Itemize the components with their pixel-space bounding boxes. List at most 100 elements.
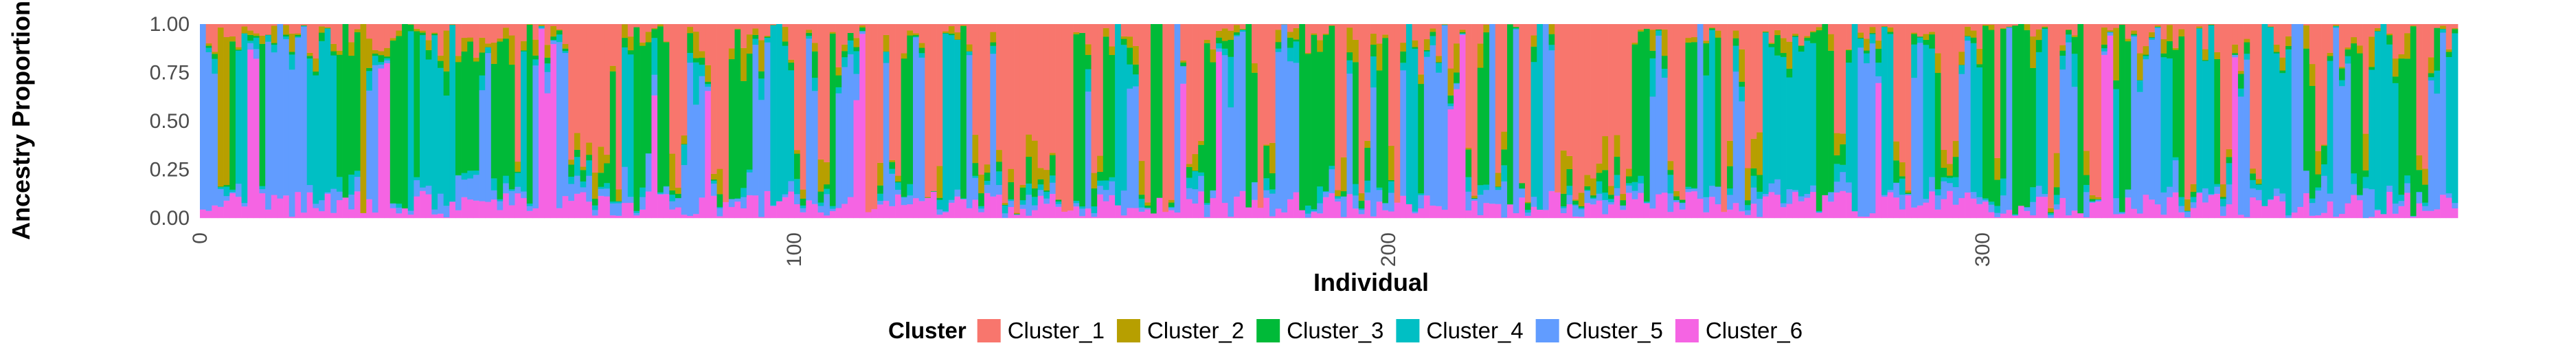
legend-swatch-cluster-2 [1116,319,1140,342]
bar-segment-128-cluster-5 [954,189,961,197]
bar-segment-377-cluster-1 [2434,24,2441,28]
bar-segment-23-cluster-5 [330,188,337,213]
bar-segment-49-cluster-4 [485,47,492,54]
bar-segment-152-cluster-5 [1097,185,1104,195]
bar-segment-280-cluster-3 [1857,37,1864,39]
bar-segment-53-cluster-1 [508,24,515,36]
bar-segment-309-cluster-5 [2030,201,2037,216]
bar-segment-326-cluster-4 [2131,35,2138,37]
bar-segment-109-cluster-2 [841,44,848,52]
bar-segment-174-cluster-3 [1228,39,1234,57]
bar-segment-128-cluster-4 [954,39,961,190]
bar-segment-173-cluster-4 [1221,48,1228,56]
bar-segment-242-cluster-3 [1631,44,1638,182]
bar-segment-248-cluster-2 [1667,161,1674,171]
bar-segment-154-cluster-3 [1109,54,1116,177]
bar-segment-168-cluster-6 [1192,203,1199,219]
bar-segment-238-cluster-6 [1608,204,1615,219]
bar-segment-321-cluster-1 [2101,24,2108,28]
bar-segment-33-cluster-6 [389,208,396,219]
bar-segment-47-cluster-2 [473,57,479,62]
bar-segment-111-cluster-4 [853,51,860,74]
bar-segment-34-cluster-3 [396,36,403,204]
bar-segment-211-cluster-5 [1447,106,1454,110]
bar-segment-222-cluster-2 [1513,26,1519,28]
bar-segment-265-cluster-5 [1768,183,1775,193]
bar-segment-332-cluster-6 [2167,197,2173,219]
bar-segment-359-cluster-2 [2327,52,2334,56]
bar-segment-78-cluster-5 [657,193,664,195]
bar-segment-351-cluster-5 [2279,193,2286,201]
bar-segment-260-cluster-1 [1739,24,1745,50]
bar-segment-3-cluster-1 [212,24,218,52]
bar-segment-29-cluster-3 [366,67,373,72]
bar-segment-311-cluster-2 [2042,26,2048,28]
bar-segment-236-cluster-2 [1596,163,1603,173]
bar-segment-149-cluster-1 [1079,24,1086,33]
bar-segment-325-cluster-1 [2125,24,2132,39]
bar-segment-263-cluster-4 [1756,191,1763,199]
bar-segment-98-cluster-4 [776,24,783,201]
bar-segment-350-cluster-2 [2273,44,2280,52]
bar-segment-255-cluster-1 [1709,24,1716,28]
bar-segment-337-cluster-6 [2196,193,2203,219]
bar-segment-78-cluster-3 [657,26,664,193]
bar-segment-188-cluster-2 [1311,33,1318,35]
bar-segment-85-cluster-5 [699,76,705,198]
bar-segment-371-cluster-5 [2398,201,2405,206]
bar-segment-302-cluster-4 [1988,201,1995,205]
bar-segment-269-cluster-5 [1792,190,1799,193]
bar-segment-45-cluster-6 [461,197,468,219]
bar-segment-259-cluster-5 [1732,71,1739,204]
bar-segment-281-cluster-4 [1864,53,1870,63]
bar-segment-228-cluster-5 [1548,50,1555,191]
bar-segment-292-cluster-3 [1929,34,1936,49]
bar-segment-344-cluster-1 [2237,24,2244,72]
bar-segment-52-cluster-3 [503,39,510,176]
bar-segment-95-cluster-3 [758,71,765,79]
bar-segment-342-cluster-6 [2226,204,2233,219]
bar-segment-157-cluster-4 [1127,64,1133,89]
bar-segment-47-cluster-5 [473,175,479,201]
bar-segment-201-cluster-3 [1388,179,1394,182]
bar-segment-207-cluster-1 [1423,24,1430,40]
bar-segment-329-cluster-6 [2149,199,2156,219]
bar-segment-152-cluster-2 [1097,155,1104,173]
bar-segment-365-cluster-2 [2362,133,2369,171]
x-tick-label: 300 [1971,232,1994,267]
bar-segment-92-cluster-5 [741,197,747,209]
bar-segment-186-cluster-3 [1299,24,1306,210]
bar-segment-293-cluster-4 [1934,189,1941,196]
bar-segment-19-cluster-4 [306,58,313,186]
bar-segment-344-cluster-6 [2237,215,2244,219]
bar-segment-33-cluster-2 [389,38,396,41]
bar-segment-248-cluster-1 [1667,24,1674,162]
bar-segment-78-cluster-2 [657,24,664,27]
bar-segment-301-cluster-1 [1982,24,1989,25]
bar-segment-21-cluster-6 [319,210,325,219]
bar-segment-359-cluster-1 [2327,24,2334,53]
bar-segment-138-cluster-1 [1014,24,1021,213]
bar-segment-275-cluster-6 [1828,201,1835,219]
bar-segment-40-cluster-1 [431,24,438,33]
bar-segment-372-cluster-4 [2404,175,2411,184]
bar-segment-291-cluster-4 [1923,45,1930,199]
bar-segment-270-cluster-4 [1798,51,1805,197]
bar-segment-143-cluster-5 [1043,198,1050,204]
bar-segment-8-cluster-2 [241,26,248,34]
bar-segment-30-cluster-6 [372,212,379,219]
bar-segment-97-cluster-1 [770,24,777,25]
bar-segment-84-cluster-4 [692,62,699,105]
bar-segment-292-cluster-6 [1929,191,1936,219]
bar-segment-350-cluster-6 [2273,195,2280,219]
bar-segment-103-cluster-6 [806,200,813,219]
bar-segment-375-cluster-6 [2422,210,2429,219]
bar-segment-175-cluster-1 [1234,24,1241,25]
bar-segment-67-cluster-4 [591,205,598,210]
bar-segment-2-cluster-6 [205,210,212,219]
bar-segment-40-cluster-6 [431,214,438,219]
bar-segment-70-cluster-3 [609,71,616,202]
bar-segment-95-cluster-6 [758,217,765,219]
bar-segment-52-cluster-1 [503,24,510,28]
bar-segment-267-cluster-2 [1780,38,1787,54]
